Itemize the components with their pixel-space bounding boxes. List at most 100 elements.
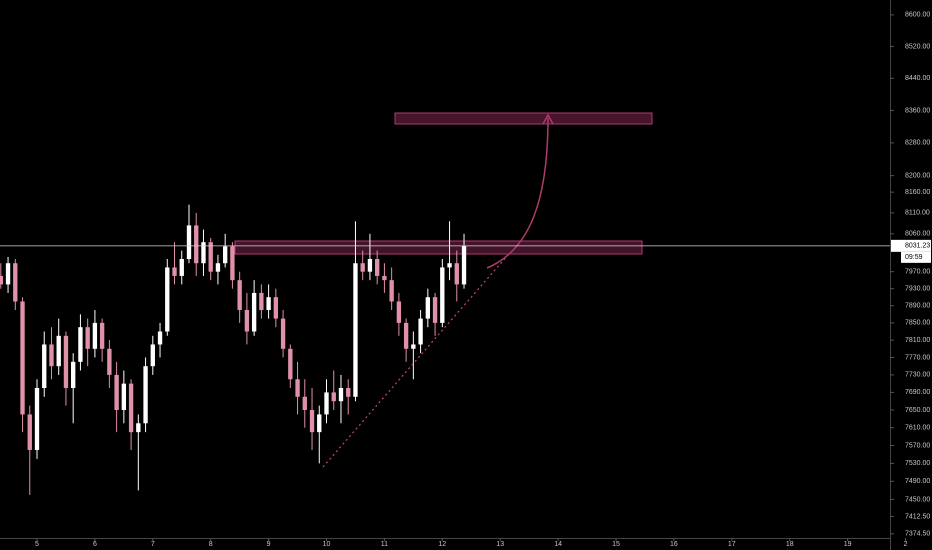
candle-body bbox=[215, 263, 221, 272]
candle-body bbox=[447, 263, 452, 268]
candle-body bbox=[194, 225, 199, 264]
candle-body bbox=[324, 392, 329, 415]
candle-body bbox=[27, 414, 32, 450]
y-tick-label: 7530.00 bbox=[905, 460, 930, 467]
candle-body bbox=[0, 275, 3, 285]
candle-body bbox=[461, 245, 467, 285]
y-tick-label: 7890.00 bbox=[905, 303, 930, 310]
candle-body bbox=[34, 388, 40, 450]
candle-body bbox=[389, 280, 394, 302]
candle-body bbox=[259, 292, 264, 311]
candle-body bbox=[237, 280, 242, 311]
candle-body bbox=[13, 263, 18, 302]
x-tick-label: 11 bbox=[381, 541, 388, 548]
candle-body bbox=[136, 423, 141, 433]
y-tick-label: 7490.00 bbox=[905, 478, 930, 485]
y-tick-label: 7412.50 bbox=[905, 513, 930, 520]
y-tick-label: 8200.00 bbox=[905, 172, 930, 179]
x-tick-label: 18 bbox=[786, 541, 794, 548]
candle-body bbox=[411, 344, 416, 349]
countdown-box bbox=[901, 251, 931, 263]
candle-body bbox=[367, 259, 373, 272]
y-tick-label: 7450.00 bbox=[905, 496, 930, 503]
x-tick-label: 13 bbox=[496, 541, 504, 548]
candle-body bbox=[317, 414, 322, 433]
candle-body bbox=[56, 335, 61, 367]
candle-body bbox=[186, 225, 192, 260]
y-tick-label: 8600.00 bbox=[905, 12, 930, 19]
candle-body bbox=[223, 246, 228, 264]
y-tick-label: 7374.50 bbox=[905, 531, 930, 538]
candle-body bbox=[418, 318, 423, 345]
x-tick-label: 6 bbox=[93, 541, 97, 548]
y-tick-label: 7610.00 bbox=[905, 425, 930, 432]
countdown-label: 09:59 bbox=[905, 254, 923, 261]
candle-body bbox=[85, 327, 90, 349]
candle-body bbox=[157, 331, 163, 345]
y-tick-label: 7850.00 bbox=[905, 320, 930, 327]
candle-body bbox=[288, 348, 293, 380]
x-tick-label: 9 bbox=[267, 541, 271, 548]
x-tick-label: 12 bbox=[438, 541, 446, 548]
x-tick-label: 17 bbox=[728, 541, 736, 548]
y-tick-label: 8360.00 bbox=[905, 107, 930, 114]
y-tick-label: 8440.00 bbox=[905, 75, 930, 82]
candle-body bbox=[331, 392, 336, 402]
y-tick-label: 7570.00 bbox=[905, 442, 930, 449]
candle-body bbox=[382, 275, 387, 281]
candle-body bbox=[78, 327, 83, 362]
candle-body bbox=[63, 335, 69, 389]
y-tick-label: 7650.00 bbox=[905, 407, 930, 414]
candle-body bbox=[295, 379, 300, 397]
projection-arrow bbox=[486, 117, 549, 269]
y-tick-label: 8060.00 bbox=[905, 231, 930, 238]
x-tick-label: 10 bbox=[323, 541, 331, 548]
candle-body bbox=[20, 301, 25, 415]
y-tick-label: 7690.00 bbox=[905, 389, 930, 396]
candle-body bbox=[425, 297, 431, 319]
candle-body bbox=[179, 259, 184, 276]
candle-body bbox=[273, 297, 279, 319]
candle-body bbox=[251, 292, 257, 332]
y-tick-label: 7810.00 bbox=[905, 337, 930, 344]
y-tick-label: 7770.00 bbox=[905, 354, 930, 361]
candle-body bbox=[280, 318, 286, 349]
candle-body bbox=[107, 348, 112, 375]
candle-body bbox=[244, 310, 250, 332]
candle-body bbox=[92, 322, 98, 349]
candle-body bbox=[266, 297, 271, 311]
candle-body bbox=[99, 322, 105, 349]
candle-body bbox=[396, 301, 402, 323]
candle-body bbox=[353, 263, 358, 397]
candle-body bbox=[172, 267, 177, 276]
candle-body bbox=[432, 297, 438, 323]
candle-body bbox=[360, 263, 365, 272]
candle-body bbox=[114, 374, 119, 411]
target-zone bbox=[394, 112, 653, 125]
candle-body bbox=[346, 388, 351, 397]
x-tick-label: 14 bbox=[554, 541, 562, 548]
arrow-head bbox=[542, 113, 554, 125]
candle-body bbox=[143, 366, 148, 424]
overlay: 8031.23 09:59 bbox=[0, 239, 931, 263]
candle-body bbox=[302, 396, 307, 411]
resistance-zone bbox=[234, 240, 643, 255]
candle-body bbox=[374, 259, 380, 276]
candle-body bbox=[309, 410, 315, 433]
x-tick-label: 2 bbox=[904, 541, 908, 548]
last-price-box bbox=[891, 239, 931, 252]
candle-body bbox=[128, 383, 134, 433]
x-tick-label: 7 bbox=[151, 541, 155, 548]
x-tick-label: 5 bbox=[35, 541, 39, 548]
trend-line bbox=[322, 254, 509, 468]
x-tick-label: 16 bbox=[670, 541, 678, 548]
x-tick-label: 15 bbox=[612, 541, 620, 548]
y-tick-label: 8520.00 bbox=[905, 43, 930, 50]
candle-body bbox=[121, 383, 127, 411]
y-tick-label: 7970.00 bbox=[905, 269, 930, 276]
candle-body bbox=[49, 344, 54, 367]
candle-body bbox=[454, 263, 459, 285]
candle-body bbox=[338, 388, 344, 402]
candle-body bbox=[440, 267, 445, 323]
